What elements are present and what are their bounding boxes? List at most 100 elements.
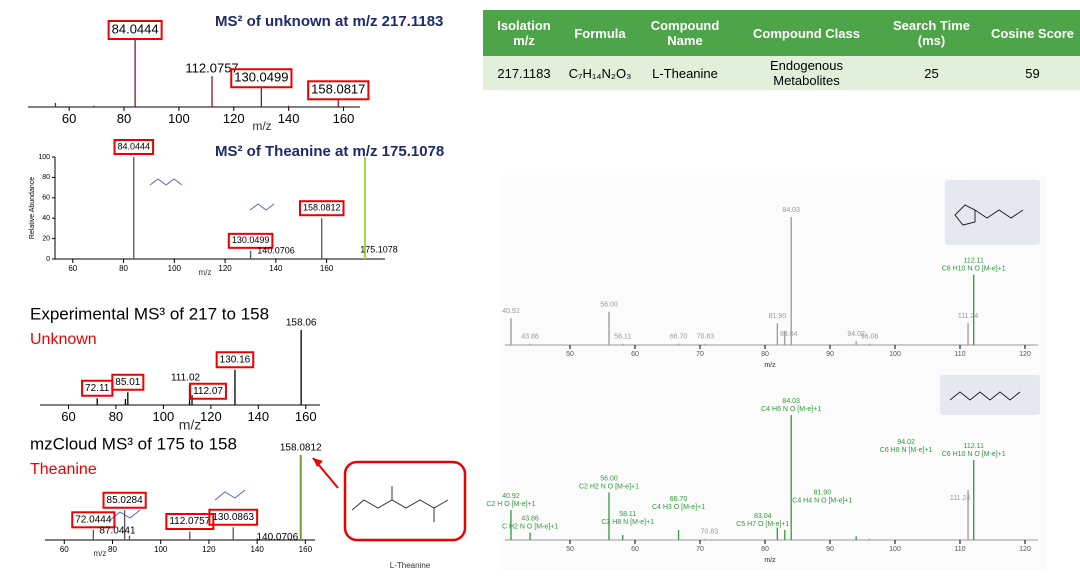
peak-formula: C2 H2 N O [M-e]+1 bbox=[579, 483, 639, 490]
peak-label: 140.0706 bbox=[257, 245, 295, 255]
structure-drawing bbox=[949, 391, 1021, 401]
x-tick-label: 100 bbox=[153, 409, 175, 424]
peak-label: 40.92 bbox=[502, 308, 520, 315]
x-axis-label: m/z bbox=[764, 362, 776, 369]
chart-title: MS² of Theanine at m/z 175.1078 bbox=[215, 143, 444, 160]
x-tick-label: 60 bbox=[61, 409, 75, 424]
x-tick-label: 160 bbox=[299, 545, 313, 554]
y-tick-label: 60 bbox=[42, 195, 50, 202]
peak-label: 58.11 bbox=[614, 334, 631, 341]
peak-label: 112.11 bbox=[964, 257, 984, 264]
x-tick-label: 120 bbox=[1019, 351, 1031, 358]
peak-label: 158.0812 bbox=[280, 443, 322, 454]
label-box bbox=[208, 508, 259, 526]
structure-drawing bbox=[954, 204, 1024, 226]
peak-label: 43.86 bbox=[521, 515, 539, 522]
header-row: Isolation m/z Formula Compound Name Comp… bbox=[483, 10, 1080, 56]
structure-image bbox=[940, 375, 1040, 415]
y-tick-label: 20 bbox=[42, 235, 50, 242]
peak-label: 56.00 bbox=[600, 302, 618, 309]
peak-label: 66.70 bbox=[670, 334, 688, 341]
cell: 25 bbox=[878, 56, 985, 90]
x-tick-label: 60 bbox=[631, 351, 639, 358]
x-tick-label: 120 bbox=[200, 409, 222, 424]
peak-label: 94.02 bbox=[847, 331, 865, 338]
peak-formula: C2 H O [M-e]+1 bbox=[486, 501, 535, 508]
peak-label: 111.02 bbox=[171, 372, 201, 383]
peak-label: 72.0444 bbox=[75, 514, 112, 525]
x-tick-label: 140 bbox=[250, 545, 264, 554]
peak-label: 70.83 bbox=[701, 529, 719, 536]
peak-label: 70.83 bbox=[697, 334, 715, 341]
x-tick-label: 80 bbox=[108, 545, 117, 554]
peak-label: 158.0817 bbox=[311, 82, 365, 97]
x-tick-label: 100 bbox=[168, 111, 190, 126]
x-tick-label: 120 bbox=[223, 111, 245, 126]
peak-label: 83.04 bbox=[754, 513, 772, 520]
label-box bbox=[189, 382, 227, 400]
peak-label: 112.0757 bbox=[185, 61, 238, 76]
peak-label: 112.11 bbox=[964, 443, 984, 450]
peak-label: 130.0499 bbox=[232, 235, 270, 245]
peak-formula: C4 H6 N O [M-e]+1 bbox=[761, 406, 821, 413]
y-tick-label: 100 bbox=[38, 154, 50, 161]
header-cell: Formula bbox=[565, 10, 635, 56]
peak-label: 84.03 bbox=[782, 207, 800, 214]
peak-label: 96.08 bbox=[861, 334, 879, 341]
peak-formula: C H2 N O [M-e]+1 bbox=[502, 523, 558, 530]
label-box bbox=[107, 20, 163, 40]
x-tick-label: 60 bbox=[60, 545, 69, 554]
peak-formula: C3 H8 N [M-e]+1 bbox=[601, 519, 654, 526]
peak-label: 112.0757 bbox=[169, 516, 210, 527]
peak-label: 72.11 bbox=[85, 383, 110, 394]
x-tick-label: 60 bbox=[62, 111, 76, 126]
peak-label: 175.1078 bbox=[360, 244, 398, 254]
x-tick-label: 160 bbox=[333, 111, 355, 126]
label-box bbox=[227, 232, 274, 249]
peak-label: 111.24 bbox=[958, 313, 978, 320]
x-tick-label: 110 bbox=[954, 351, 965, 358]
peak-label: 58.11 bbox=[619, 511, 636, 518]
cell: L-Theanine bbox=[635, 56, 735, 90]
x-tick-label: 120 bbox=[1019, 546, 1031, 553]
peak-formula: C6 H8 N [M-e]+1 bbox=[880, 447, 933, 454]
y-tick-label: 40 bbox=[42, 215, 50, 222]
x-tick-label: 80 bbox=[761, 351, 769, 358]
label-box bbox=[165, 513, 215, 530]
structure-image bbox=[945, 180, 1040, 245]
cell: 59 bbox=[985, 56, 1080, 90]
structure-drawing bbox=[109, 178, 275, 521]
data-row: 217.1183 C₇H₁₄N₂O₃ L-Theanine Endogenous… bbox=[483, 56, 1080, 90]
x-axis-label: m/z bbox=[252, 119, 271, 133]
peak-label: 81.90 bbox=[769, 313, 787, 320]
peak-label: 158.06 bbox=[286, 318, 317, 329]
label-box bbox=[71, 511, 116, 529]
x-tick-label: 80 bbox=[119, 264, 128, 273]
x-axis-label: m/z bbox=[179, 417, 202, 433]
x-tick-label: 140 bbox=[269, 264, 283, 273]
structure-drawing bbox=[351, 486, 449, 522]
x-tick-label: 80 bbox=[117, 111, 131, 126]
peak-label: 84.03 bbox=[782, 398, 800, 405]
x-axis-label: m/z bbox=[94, 549, 107, 558]
x-tick-label: 80 bbox=[761, 546, 769, 553]
header-cell: Compound Name bbox=[635, 10, 735, 56]
x-tick-label: 90 bbox=[826, 546, 834, 553]
x-tick-label: 50 bbox=[566, 351, 574, 358]
label-box bbox=[102, 491, 147, 509]
structure-label: L-Theanine bbox=[390, 561, 431, 570]
peak-label: 81.90 bbox=[814, 489, 832, 496]
x-tick-label: 80 bbox=[109, 409, 123, 424]
y-tick-label: 0 bbox=[46, 256, 50, 263]
peak-label: 83.04 bbox=[780, 331, 798, 338]
x-tick-label: 100 bbox=[168, 264, 182, 273]
peak-label: 66.70 bbox=[670, 496, 688, 503]
structure-box bbox=[343, 460, 467, 542]
peak-label: 40.92 bbox=[502, 493, 520, 500]
label-box bbox=[298, 200, 345, 217]
cell: Endogenous Metabolites bbox=[735, 56, 878, 90]
peak-formula: C6 H10 N O [M-e]+1 bbox=[942, 265, 1006, 272]
peak-label: 140.0706 bbox=[256, 532, 298, 543]
chart-title: Experimental MS³ of 217 to 158 bbox=[30, 304, 269, 323]
